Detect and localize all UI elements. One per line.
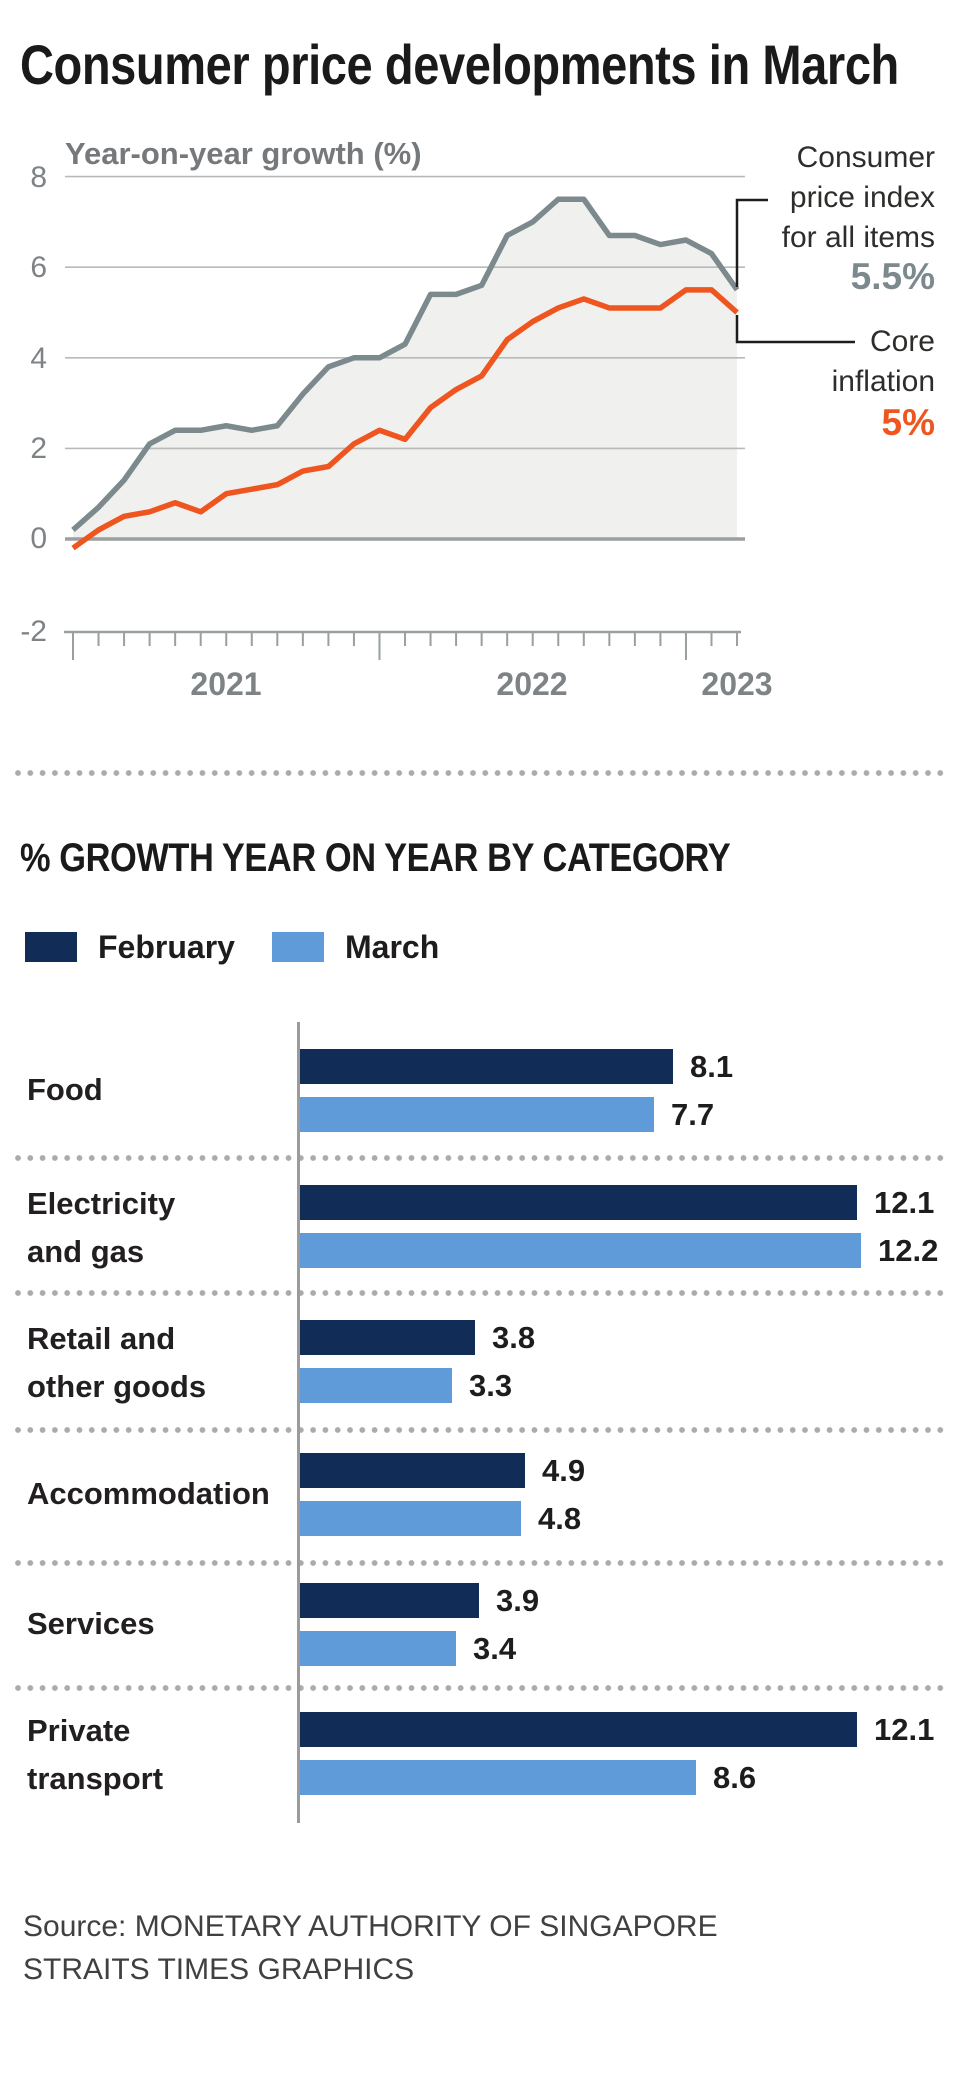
legend-label-february: February <box>98 929 235 965</box>
bar-value-march: 4.8 <box>538 1501 582 1536</box>
category-label-line1: Retail and <box>27 1321 176 1356</box>
legend-swatch-february <box>25 932 77 962</box>
bar-value-march: 8.6 <box>713 1760 757 1795</box>
cpi-annotation-line2: price index <box>789 181 935 214</box>
bar-value-february: 12.1 <box>874 1712 935 1747</box>
core-annotation-line2: inflation <box>831 365 935 398</box>
cpi-area-fill <box>73 199 738 539</box>
bar-value-march: 7.7 <box>671 1097 715 1132</box>
category-label: Accommodation <box>27 1476 270 1511</box>
y-axis-tick-label: 2 <box>30 432 47 465</box>
bar-value-february: 8.1 <box>690 1049 734 1084</box>
bar-value-march: 3.4 <box>473 1631 517 1666</box>
dotted-separator <box>15 1290 945 1296</box>
x-axis-year-label: 2022 <box>496 666 568 702</box>
core-annotation-line1: Core <box>869 325 935 358</box>
category-label-line2: transport <box>27 1761 164 1796</box>
line-chart <box>64 175 855 660</box>
y-axis-tick-label: -2 <box>20 615 47 648</box>
category-label: Food <box>27 1072 103 1107</box>
y-axis-tick-label: 6 <box>30 251 47 284</box>
category-label-line2: other goods <box>27 1369 207 1404</box>
bar-march-3 <box>300 1501 521 1536</box>
bar-value-february: 4.9 <box>542 1453 586 1488</box>
bar-value-february: 12.1 <box>874 1185 935 1220</box>
bar-march-0 <box>300 1097 654 1132</box>
category-label-line1: Private <box>27 1713 131 1748</box>
bar-value-february: 3.8 <box>492 1320 536 1355</box>
legend-label-march: March <box>345 929 440 965</box>
dotted-separator <box>15 1155 945 1161</box>
y-axis-tick-label: 8 <box>30 161 47 194</box>
x-axis-year-label: 2023 <box>701 666 773 702</box>
y-axis-tick-label: 4 <box>30 342 47 375</box>
dotted-separator <box>15 1560 945 1566</box>
bar-section-heading: % GROWTH YEAR ON YEAR BY CATEGORY <box>20 836 731 880</box>
source-line1: Source: MONETARY AUTHORITY OF SINGAPORE <box>23 1910 718 1943</box>
category-label-line2: and gas <box>27 1234 145 1269</box>
line-chart-subtitle: Year-on-year growth (%) <box>65 136 422 171</box>
category-label-line1: Electricity <box>27 1186 176 1221</box>
bar-february-4 <box>300 1583 479 1618</box>
cpi-annotation-line1: Consumer <box>796 141 935 174</box>
y-axis-tick-label: 0 <box>30 522 47 555</box>
bar-february-1 <box>300 1185 857 1220</box>
dotted-separator <box>15 770 945 776</box>
x-axis-year-label: 2021 <box>190 666 262 702</box>
cpi-annotation-value: 5.5% <box>850 256 935 297</box>
bar-value-march: 12.2 <box>878 1233 939 1268</box>
bar-march-5 <box>300 1760 696 1795</box>
bar-value-february: 3.9 <box>496 1583 540 1618</box>
bar-march-2 <box>300 1368 452 1403</box>
bar-february-2 <box>300 1320 475 1355</box>
bar-february-5 <box>300 1712 857 1747</box>
page-title: Consumer price developments in March <box>20 33 899 96</box>
bar-february-3 <box>300 1453 525 1488</box>
dotted-separator <box>15 1685 945 1691</box>
bar-march-1 <box>300 1233 861 1268</box>
core-line <box>71 287 739 551</box>
dotted-separator <box>15 1427 945 1433</box>
bar-value-march: 3.3 <box>469 1368 513 1403</box>
legend-swatch-march <box>272 932 324 962</box>
source-line2: STRAITS TIMES GRAPHICS <box>23 1953 415 1986</box>
cpi-annotation-line3: for all items <box>781 221 935 254</box>
core-leader-line <box>735 315 855 344</box>
category-label: Services <box>27 1606 155 1641</box>
bar-march-4 <box>300 1631 456 1666</box>
bar-february-0 <box>300 1049 673 1084</box>
core-annotation-value: 5% <box>881 402 935 443</box>
cpi-leader-line <box>735 198 768 287</box>
cpi-line <box>71 196 740 532</box>
bar-chart-axis-line <box>297 1022 300 1823</box>
